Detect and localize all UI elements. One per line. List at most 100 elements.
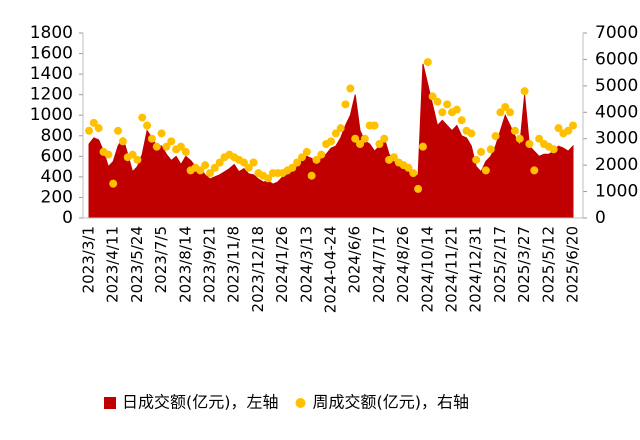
x-tick-label: 2024/11/21	[443, 226, 461, 312]
dot	[128, 150, 137, 159]
dot	[360, 134, 369, 143]
dot	[341, 100, 350, 109]
dot	[118, 137, 127, 146]
y2-tick-label: 5000	[595, 76, 638, 96]
dot	[133, 155, 142, 164]
dot	[167, 137, 176, 146]
legend-dot	[295, 398, 306, 408]
dot	[336, 124, 345, 133]
dot	[94, 124, 103, 133]
y2-tick-label: 6000	[595, 49, 638, 69]
y-tick-label: 200	[41, 187, 73, 207]
y2-tick-label: 0	[595, 208, 606, 228]
dot	[418, 142, 427, 151]
dot	[307, 171, 316, 180]
dot	[404, 163, 413, 172]
dot	[530, 166, 539, 175]
x-tick-label: 2025/5/12	[539, 226, 557, 303]
dot	[346, 84, 355, 93]
dot	[380, 134, 389, 143]
dot	[457, 116, 466, 125]
dot	[312, 155, 321, 164]
dot	[486, 145, 495, 154]
dot	[327, 137, 335, 146]
x-tick-label: 2023/3/1	[80, 226, 98, 293]
dot	[409, 169, 418, 178]
dot	[496, 108, 505, 117]
dot	[181, 147, 190, 156]
dot	[317, 150, 326, 159]
dot	[525, 140, 534, 148]
dot	[520, 87, 529, 96]
dot	[438, 108, 447, 117]
dot	[501, 103, 510, 111]
dot	[244, 163, 253, 172]
dot	[423, 58, 432, 67]
y2-tick-label: 4000	[595, 102, 638, 122]
dot	[104, 150, 113, 159]
y2-tick-label: 7000	[595, 23, 638, 43]
x-tick-label: 2024/1/26	[273, 226, 291, 303]
y-tick-label: 600	[41, 146, 73, 166]
dot	[138, 113, 147, 122]
dot	[114, 126, 123, 135]
dot	[564, 126, 573, 135]
dot	[375, 140, 384, 148]
x-tick-label: 2024/6/6	[346, 226, 364, 293]
x-tick-label: 2024/8/26	[394, 226, 412, 303]
y-tick-label: 1600	[30, 44, 73, 64]
dot	[157, 129, 166, 138]
y-tick-label: 1800	[30, 23, 73, 43]
area	[88, 63, 574, 219]
dot	[506, 108, 515, 117]
dot	[351, 134, 360, 143]
dot	[510, 126, 519, 135]
dot	[452, 105, 461, 114]
x-tick-label: 2025/3/27	[515, 226, 533, 303]
x-tick-label: 2023/9/21	[201, 226, 219, 303]
y-tick-label: 400	[41, 167, 73, 187]
legend-label: 日成交额(亿元)，左轴	[122, 393, 279, 412]
x-tick-label: 2025/6/20	[564, 226, 582, 303]
dot	[215, 158, 224, 167]
y2-tick-label: 2000	[595, 155, 638, 175]
dot	[535, 134, 544, 143]
dot	[162, 142, 171, 151]
dot	[147, 134, 156, 143]
x-tick-label: 2023/7/5	[152, 226, 170, 293]
x-tick-label: 2024/12/31	[467, 226, 485, 312]
y-tick-label: 1200	[30, 85, 73, 105]
y-tick-label: 1000	[30, 105, 73, 125]
dot	[152, 142, 161, 151]
dot	[293, 158, 302, 167]
dot	[472, 155, 481, 164]
x-tick-label: 2024-04-24	[322, 226, 340, 313]
dot	[89, 118, 98, 127]
dot	[515, 134, 524, 143]
x-tick-label: 2023/11/8	[225, 226, 243, 303]
y-tick-label: 1400	[30, 64, 73, 84]
dot	[210, 163, 219, 172]
x-tick-label: 2024/10/14	[418, 226, 436, 312]
dot	[297, 153, 306, 162]
x-tick-label: 2023/5/24	[128, 226, 146, 303]
dot	[549, 145, 558, 154]
dot	[433, 97, 442, 106]
x-tick-label: 2023/8/14	[176, 226, 194, 303]
dot	[288, 163, 297, 172]
dot	[264, 174, 273, 183]
x-tick-label: 2024/7/17	[370, 226, 388, 303]
dot	[443, 100, 452, 109]
dot	[206, 169, 214, 178]
dot	[569, 121, 577, 130]
dot	[356, 140, 365, 148]
dot	[370, 121, 379, 130]
x-tick-label: 2023/12/18	[249, 226, 267, 312]
dot	[477, 147, 486, 156]
dot	[481, 166, 490, 175]
dot	[414, 184, 423, 193]
legend-swatch	[104, 397, 116, 409]
dot	[201, 161, 210, 170]
dot	[85, 126, 93, 135]
